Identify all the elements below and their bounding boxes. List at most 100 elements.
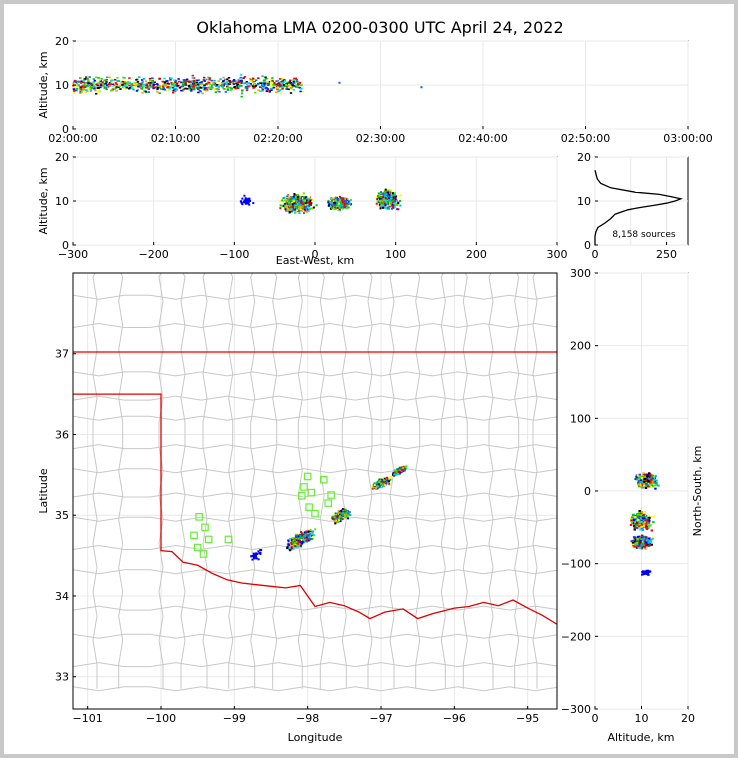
ns-source-point <box>631 513 635 516</box>
map-source-point <box>405 467 408 470</box>
ew-source-point <box>380 195 383 198</box>
map-source-point <box>339 520 342 523</box>
ns-source-point <box>643 480 646 483</box>
map-source-point <box>305 531 308 534</box>
time-source-point <box>97 84 101 87</box>
ew-source-point <box>392 193 395 196</box>
time-source-point <box>226 89 230 91</box>
ew-source-point <box>376 196 379 199</box>
map-source-point <box>340 510 343 513</box>
time-source-point <box>292 80 295 82</box>
time-source-point <box>99 79 102 82</box>
ns-source-point <box>640 537 644 540</box>
time-source-point <box>173 85 176 87</box>
map-source-point <box>304 533 307 536</box>
ew-source-point <box>332 200 335 203</box>
time-source-point <box>230 88 233 91</box>
time-source-point <box>162 84 165 86</box>
ew-source-point <box>345 207 348 210</box>
time-source-point <box>281 77 285 80</box>
ew-source-point <box>391 193 394 196</box>
ns-source-point <box>643 540 646 543</box>
ew-source-point <box>347 200 350 203</box>
ew-source-point <box>399 194 402 197</box>
time-source-point <box>99 79 102 81</box>
ew-source-point <box>312 206 315 209</box>
ns-source-point <box>636 481 640 484</box>
time-source-point <box>294 77 298 80</box>
map-source-point <box>309 530 312 533</box>
ns-source-point <box>644 487 648 490</box>
ew-source-point <box>376 198 379 201</box>
ew-source-point <box>298 202 301 205</box>
time-source-point <box>148 79 152 82</box>
county-boundary <box>92 273 98 689</box>
time-source-point <box>225 83 228 85</box>
time-source-point <box>162 87 166 90</box>
ns-source-point <box>638 509 641 512</box>
ew-source-point <box>300 207 303 210</box>
lma-station-marker <box>195 513 203 521</box>
map-source-point <box>297 541 300 544</box>
time-source-point <box>232 80 236 83</box>
map-ytick-label: 36 <box>55 428 69 441</box>
county-boundary <box>532 273 538 689</box>
time-source-point <box>171 84 174 87</box>
map-source-point <box>345 516 348 519</box>
time-source-point <box>239 84 242 87</box>
ew-source-point <box>289 209 292 212</box>
map-source-point <box>299 535 302 538</box>
time-source-point <box>163 77 166 80</box>
time-source-point <box>281 85 285 88</box>
time-source-point <box>87 83 90 86</box>
time-source-point <box>208 78 211 81</box>
time-source-point <box>92 84 96 86</box>
time-source-point <box>75 82 79 85</box>
time-source-point <box>104 82 107 85</box>
time-source-point <box>172 87 175 90</box>
time-source-point <box>199 86 202 89</box>
time-source-point <box>298 82 301 85</box>
time-source-point <box>266 88 270 90</box>
map-source-point <box>379 479 382 482</box>
map-source-point <box>381 485 384 488</box>
map-xtick-label: −95 <box>516 712 539 725</box>
county-boundary <box>272 273 278 689</box>
ew-ytick-label: 10 <box>55 195 69 208</box>
ew-source-point <box>279 204 282 207</box>
ns-source-point <box>642 536 645 539</box>
time-source-point <box>111 88 115 91</box>
ew-source-point <box>293 197 296 200</box>
map-source-point <box>389 478 392 481</box>
time-source-point <box>200 83 204 85</box>
ns-source-point <box>632 536 636 539</box>
time-source-point <box>110 82 113 84</box>
time-source-point <box>118 85 121 88</box>
ew-source-point <box>342 203 345 206</box>
map-source-point <box>345 514 348 517</box>
time-source-point <box>111 83 114 86</box>
ew-source-point <box>381 206 384 209</box>
time-source-point <box>213 84 217 87</box>
ew-source-point <box>336 202 339 205</box>
time-source-point <box>116 80 120 82</box>
time-source-point <box>135 79 138 81</box>
time-source-point <box>182 80 186 83</box>
time-source-point <box>266 84 270 86</box>
ns-source-point <box>637 513 640 516</box>
time-source-point <box>79 90 82 93</box>
map-source-point <box>292 546 295 549</box>
time-source-point <box>276 80 280 82</box>
time-source-point <box>420 86 423 89</box>
time-source-point <box>161 80 164 83</box>
time-source-point <box>222 79 225 82</box>
time-ytick-label: 10 <box>55 79 69 92</box>
time-source-point <box>115 84 118 87</box>
map-source-point <box>309 529 312 532</box>
ns-source-point <box>645 474 649 477</box>
time-source-point <box>147 87 150 90</box>
ns-source-point <box>649 524 652 527</box>
time-source-point <box>226 78 229 81</box>
time-source-point <box>83 86 87 89</box>
ew-source-point <box>286 200 289 203</box>
